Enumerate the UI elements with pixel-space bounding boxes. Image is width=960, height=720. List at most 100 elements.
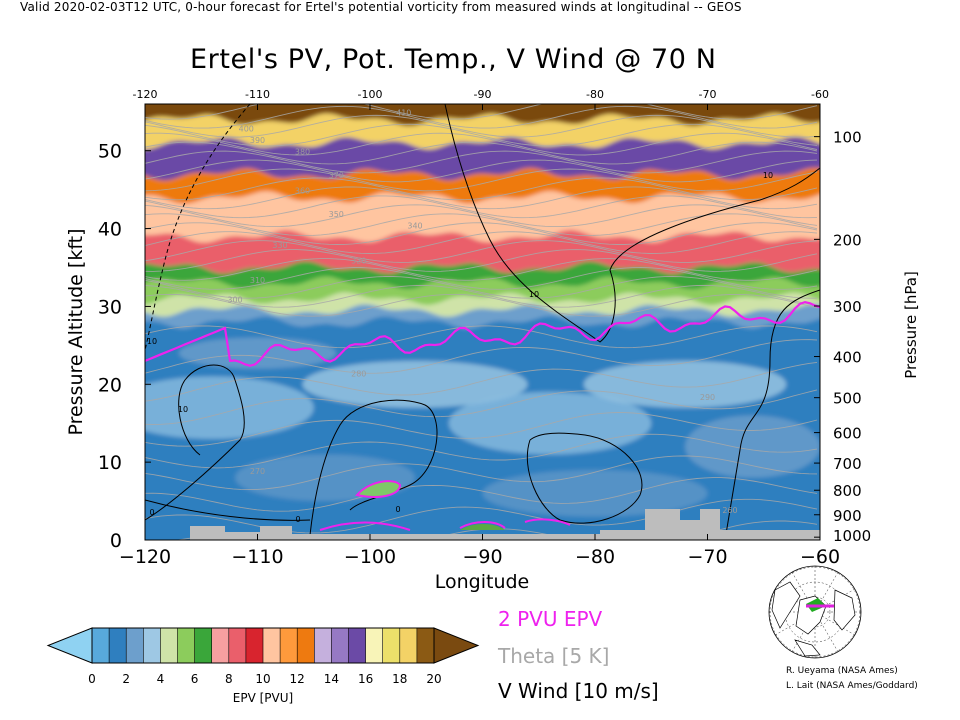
epv-layer xyxy=(145,304,820,329)
theta-isentrope xyxy=(145,412,818,447)
valid-time-line: Valid 2020-02-03T12 UTC, 0-hour forecast… xyxy=(20,0,742,14)
pressure-tick-label: 500 xyxy=(833,390,862,408)
pressure-tick-label: 700 xyxy=(833,455,862,473)
colorbar-swatch xyxy=(143,628,161,663)
pressure-tick-label: 100 xyxy=(833,129,862,147)
x-axis-label: Longitude xyxy=(435,571,530,593)
wind-label: 0 xyxy=(149,508,154,517)
y-tick-label: 50 xyxy=(98,141,122,163)
y-tick-label: 10 xyxy=(98,452,122,474)
chart-title: Ertel's PV, Pot. Temp., V Wind @ 70 N xyxy=(190,44,717,75)
colorbar-swatch xyxy=(348,628,366,663)
theta-isentrope xyxy=(145,477,818,512)
colorbar-swatch xyxy=(280,628,298,663)
colorbar-tick-label: 12 xyxy=(290,672,305,686)
pressure-tick-label: 800 xyxy=(833,482,862,500)
theta-label: 260 xyxy=(722,506,737,515)
epv-layer xyxy=(145,261,820,290)
pressure-tick-label: 200 xyxy=(833,231,862,249)
theta-label: 400 xyxy=(239,124,254,133)
pressure-tick-label: 300 xyxy=(833,298,862,316)
pv-2-line xyxy=(319,518,571,531)
colorbar-swatch xyxy=(245,628,264,663)
theta-isentrope xyxy=(145,204,818,228)
colorbar-swatch xyxy=(177,628,195,663)
y-tick-label: 40 xyxy=(98,219,122,241)
colorbar-swatch xyxy=(194,628,212,663)
x-tick-label: −80 xyxy=(575,546,615,568)
x-top-tick-label: -120 xyxy=(133,88,158,101)
theta-label: 270 xyxy=(250,467,265,476)
theta-isentrope xyxy=(145,105,818,129)
theta-isentrope xyxy=(145,293,818,317)
theta-label: 370 xyxy=(329,171,344,180)
pv-2-patch xyxy=(355,480,402,498)
theta-isentrope xyxy=(145,231,818,254)
theta-label: 320 xyxy=(351,257,366,266)
theta-isentrope xyxy=(145,132,818,156)
epv-layer xyxy=(145,104,820,126)
y-tick-label: 20 xyxy=(98,374,122,396)
colorbar-swatch xyxy=(160,628,178,663)
colorbar-tick-label: 20 xyxy=(426,672,441,686)
colorbar-tick-label: 6 xyxy=(191,672,199,686)
y-axis-label: Pressure Altitude [kft] xyxy=(65,228,87,435)
theta-label: 390 xyxy=(250,136,265,145)
theta-isentrope xyxy=(145,455,818,491)
theta-isentrope xyxy=(145,389,818,425)
theta-isentrope xyxy=(145,339,818,374)
epv-layer xyxy=(145,292,820,317)
colorbar-tick-label: 0 xyxy=(88,672,96,686)
theta-isentrope xyxy=(145,249,818,272)
x-tick-label: −90 xyxy=(462,546,502,568)
theta-isentrope xyxy=(145,114,818,138)
x-tick-label: −110 xyxy=(231,546,283,568)
theta-isentrope xyxy=(145,150,818,174)
epv-patch xyxy=(178,337,337,369)
theta-label: 330 xyxy=(272,241,287,250)
theta-label: 340 xyxy=(407,222,422,231)
theta-label: 300 xyxy=(227,296,242,305)
theta-isentrope xyxy=(145,123,818,147)
colorbar-tick-label: 10 xyxy=(255,672,270,686)
credit-1: R. Ueyama (NASA Ames) xyxy=(786,666,898,676)
v-wind-contour xyxy=(444,104,820,343)
epv-layer xyxy=(145,167,820,204)
epv-patch xyxy=(685,415,820,478)
globe-land xyxy=(771,581,856,657)
theta-label: 310 xyxy=(250,276,265,285)
v-wind-contour xyxy=(526,432,643,524)
colorbar-swatch xyxy=(211,628,230,663)
colorbar-swatch xyxy=(331,628,349,663)
colorbar-swatch xyxy=(382,628,401,663)
colorbar-tick-label: 2 xyxy=(122,672,130,686)
pressure-tick-label: 600 xyxy=(833,425,862,443)
colorbar-tick-label: 16 xyxy=(358,672,373,686)
theta-isentrope xyxy=(145,222,818,245)
epv-patch xyxy=(583,360,787,408)
legend-entry: 2 PVU EPV xyxy=(498,607,603,631)
colorbar-label: EPV [PVU] xyxy=(233,691,293,705)
theta-isentrope xyxy=(145,141,818,165)
colorbar-over-arrow xyxy=(433,627,480,664)
theta-label: 410 xyxy=(396,109,411,118)
colorbar-swatch xyxy=(416,628,435,663)
colorbar-swatch xyxy=(228,628,247,663)
theta-isentrope xyxy=(145,361,818,402)
x-top-tick-label: -80 xyxy=(586,88,604,101)
colorbar-swatch xyxy=(126,628,144,663)
y-tick-label: 30 xyxy=(98,296,122,318)
theta-label: 290 xyxy=(700,393,715,402)
epv-cross-section: 260 270 280 290 300 310 320 330 340 350 360 370 380 3… xyxy=(145,104,820,540)
theta-isentrope xyxy=(145,258,818,281)
terrain xyxy=(190,509,820,540)
wind-label: 10 xyxy=(147,337,157,346)
legend-entry: V Wind [10 m/s] xyxy=(498,679,659,703)
theta-isentrope xyxy=(145,276,817,299)
wind-label: 0 xyxy=(395,505,400,514)
colorbar-tick-label: 14 xyxy=(324,672,339,686)
x-top-tick-label: -90 xyxy=(474,88,492,101)
theta-isentrope xyxy=(145,159,818,183)
colorbar-swatch xyxy=(365,628,383,663)
theta-label: 280 xyxy=(351,370,366,379)
